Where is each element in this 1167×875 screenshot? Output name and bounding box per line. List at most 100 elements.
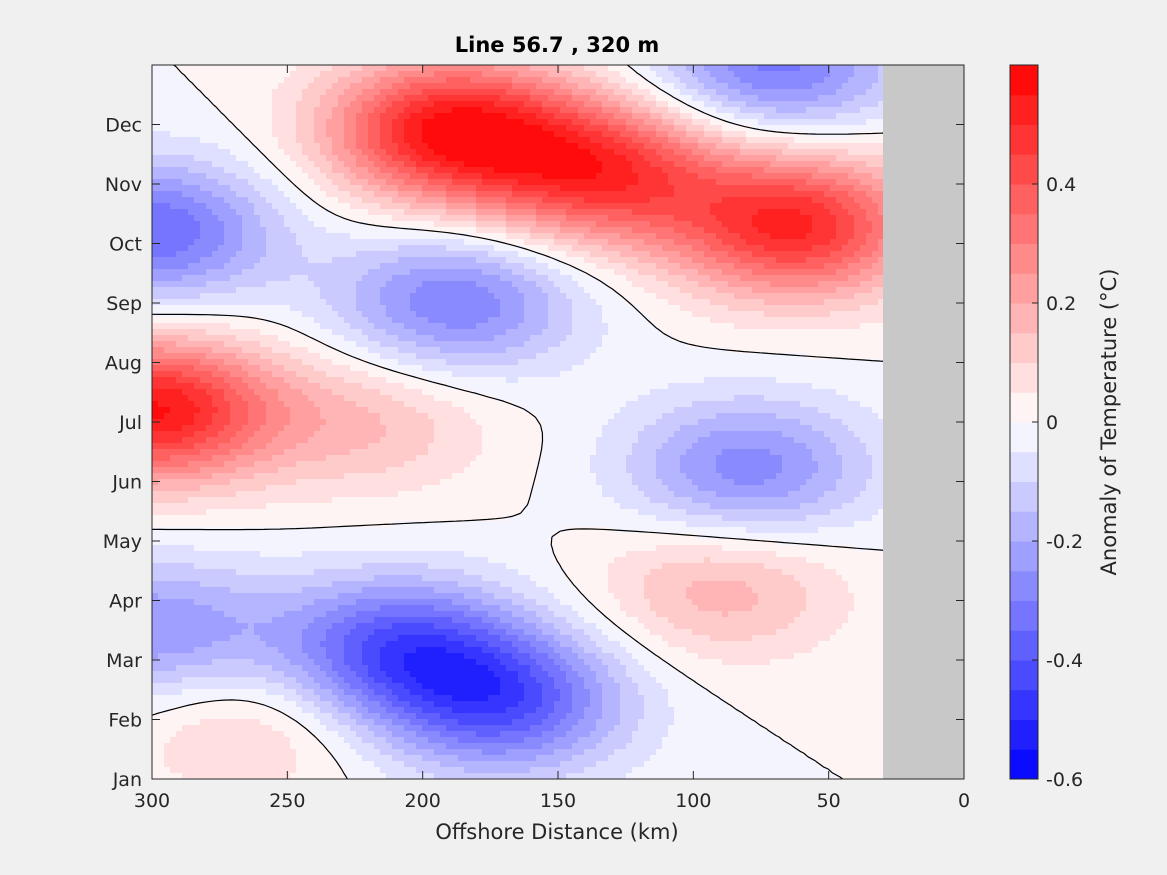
contour-cell: [284, 143, 291, 150]
contour-cell: [746, 83, 753, 90]
contour-cell: [260, 245, 267, 252]
contour-cell: [548, 65, 555, 72]
contour-cell: [314, 113, 321, 120]
contour-cell: [200, 293, 207, 300]
contour-cell: [668, 95, 675, 102]
contour-cell: [386, 215, 393, 222]
contour-cell: [260, 281, 267, 288]
contour-cell: [614, 197, 621, 204]
contour-cell: [638, 83, 645, 90]
contour-cell: [386, 119, 393, 126]
contour-cell: [830, 113, 837, 120]
contour-cell: [416, 149, 423, 156]
contour-cell: [176, 83, 183, 90]
contour-cell: [152, 305, 159, 312]
contour-cell: [404, 239, 411, 246]
contour-cell: [398, 83, 405, 90]
contour-cell: [602, 71, 609, 78]
contour-cell: [554, 155, 561, 162]
contour-cell: [800, 161, 807, 168]
contour-cell: [326, 269, 333, 276]
contour-cell: [620, 113, 627, 120]
contour-cell: [500, 143, 507, 150]
contour-cell: [248, 95, 255, 102]
contour-cell: [356, 143, 363, 150]
contour-cell: [662, 155, 669, 162]
contour-cell: [350, 83, 357, 90]
contour-cell: [572, 113, 579, 120]
contour-cell: [554, 125, 561, 132]
contour-cell: [278, 185, 285, 192]
contour-cell: [554, 203, 561, 210]
contour-cell: [860, 275, 867, 282]
contour-cell: [830, 107, 837, 114]
contour-cell: [464, 101, 471, 108]
contour-cell: [686, 245, 693, 252]
contour-cell: [452, 209, 459, 216]
contour-cell: [560, 95, 567, 102]
contour-cell: [428, 113, 435, 120]
contour-cell: [590, 107, 597, 114]
contour-cell: [818, 83, 825, 90]
contour-cell: [854, 113, 861, 120]
contour-cell: [416, 131, 423, 138]
contour-cell: [344, 293, 351, 300]
contour-cell: [182, 131, 189, 138]
contour-cell: [548, 77, 555, 84]
contour-cell: [668, 287, 675, 294]
contour-cell: [410, 173, 417, 180]
contour-cell: [356, 173, 363, 180]
contour-cell: [272, 77, 279, 84]
contour-cell: [878, 197, 883, 204]
contour-cell: [800, 251, 807, 258]
contour-cell: [464, 281, 471, 288]
contour-cell: [344, 137, 351, 144]
contour-cell: [770, 149, 777, 156]
contour-cell: [320, 131, 327, 138]
contour-cell: [776, 179, 783, 186]
contour-cell: [356, 257, 363, 264]
contour-cell: [656, 101, 663, 108]
contour-cell: [158, 65, 165, 72]
contour-cell: [728, 233, 735, 240]
contour-cell: [518, 167, 525, 174]
contour-cell: [776, 203, 783, 210]
contour-cell: [374, 71, 381, 78]
contour-cell: [488, 293, 495, 300]
contour-cell: [590, 239, 597, 246]
contour-cell: [710, 227, 717, 234]
contour-cell: [368, 113, 375, 120]
contour-cell: [614, 125, 621, 132]
contour-cell: [806, 65, 813, 72]
contour-cell: [728, 167, 735, 174]
contour-cell: [194, 65, 201, 72]
contour-cell: [308, 269, 315, 276]
contour-cell: [590, 131, 597, 138]
contour-cell: [872, 125, 879, 132]
contour-cell: [164, 107, 171, 114]
contour-cell: [254, 155, 261, 162]
contour-cell: [878, 275, 883, 282]
contour-cell: [314, 269, 321, 276]
contour-cell: [410, 185, 417, 192]
contour-cell: [716, 71, 723, 78]
contour-cell: [758, 191, 765, 198]
contour-cell: [722, 239, 729, 246]
contour-cell: [452, 191, 459, 198]
contour-cell: [236, 107, 243, 114]
contour-cell: [620, 89, 627, 96]
contour-cell: [806, 209, 813, 216]
contour-cell: [680, 269, 687, 276]
contour-cell: [284, 125, 291, 132]
contour-cell: [476, 173, 483, 180]
contour-cell: [638, 221, 645, 228]
contour-cell: [452, 161, 459, 168]
contour-cell: [578, 257, 585, 264]
contour-cell: [524, 101, 531, 108]
contour-cell: [362, 239, 369, 246]
contour-cell: [782, 113, 789, 120]
contour-cell: [224, 269, 231, 276]
contour-cell: [302, 89, 309, 96]
contour-cell: [746, 161, 753, 168]
contour-cell: [842, 125, 849, 132]
